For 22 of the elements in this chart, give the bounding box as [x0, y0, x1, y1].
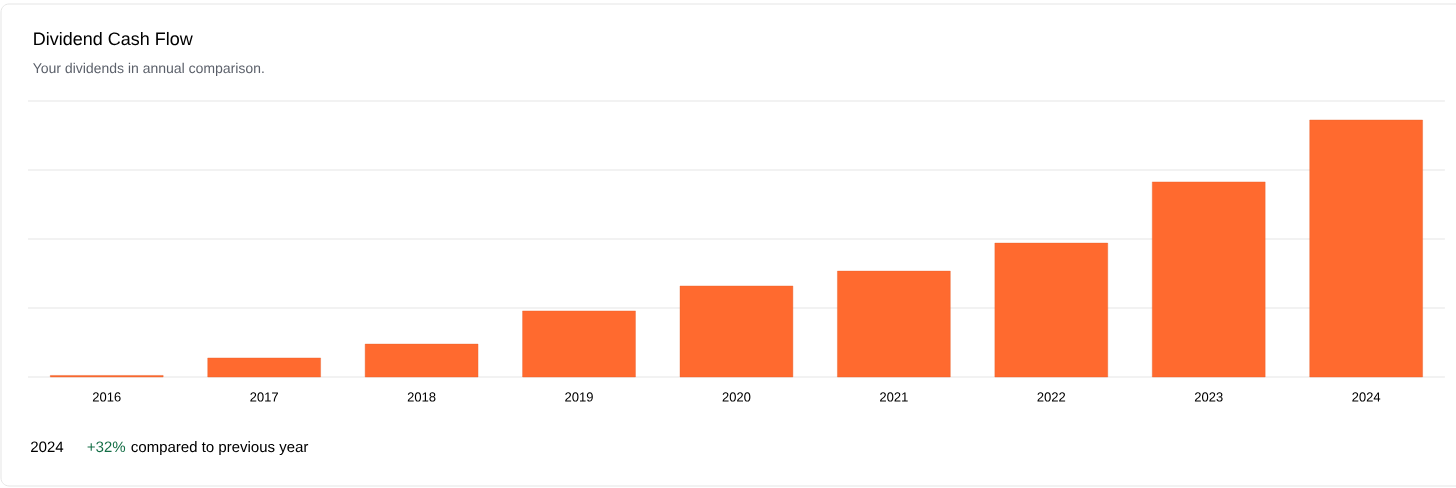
- bar: [994, 242, 1108, 378]
- bar: [522, 310, 636, 378]
- bar: [679, 285, 794, 378]
- x-tick-label: 2016: [92, 392, 121, 402]
- x-tick-label: 2020: [722, 392, 751, 402]
- bar: [364, 343, 479, 378]
- x-tick-label: 2017: [250, 392, 278, 402]
- x-tick-label: 2018: [407, 392, 436, 402]
- chart-title: Dividend Cash Flow: [34, 31, 193, 46]
- x-tick-label: 2019: [565, 392, 593, 402]
- bar: [1309, 119, 1423, 378]
- text: 2024: [31, 441, 64, 453]
- bar: [1152, 181, 1266, 378]
- text: compared to previous year: [131, 441, 309, 456]
- x-tick-label: 2023: [1194, 392, 1223, 402]
- text: +32%: [87, 441, 126, 453]
- bar: [837, 270, 951, 378]
- bar: [207, 357, 321, 378]
- x-tick-label: 2024: [1352, 392, 1381, 402]
- x-tick-label: 2021: [880, 392, 908, 402]
- chart-subtitle: Your dividends in annual comparison.: [33, 62, 264, 76]
- x-tick-label: 2022: [1037, 392, 1066, 402]
